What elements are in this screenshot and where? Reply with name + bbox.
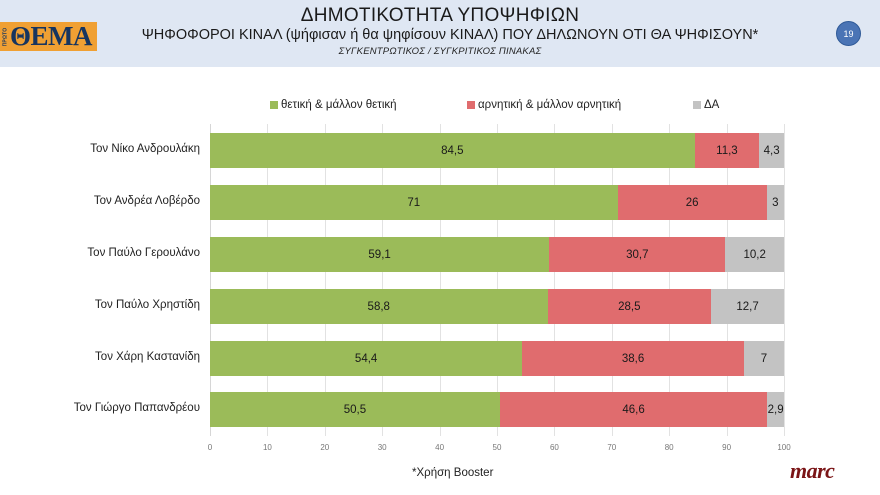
data-label: 10,2: [743, 248, 766, 261]
chart-legend: θετική & μάλλον θετική αρνητική & μάλλον…: [0, 99, 880, 115]
data-label: 11,3: [716, 144, 738, 157]
data-label: 38,6: [621, 352, 645, 365]
legend-item-dont-know: ΔΑ: [693, 99, 719, 111]
legend-label-positive: θετική & μάλλον θετική: [281, 99, 397, 111]
data-label: 58,8: [367, 300, 390, 313]
x-tick-label: 80: [664, 443, 674, 452]
proto-thema-logo: ΠΡΩΤΟ ΘΕΜΑ: [0, 22, 97, 51]
x-tick-label: 0: [207, 443, 213, 452]
x-tick-label: 10: [262, 443, 272, 452]
gridline: [497, 124, 498, 436]
plot-area: 84,5 11,3 4,3 71 26 3 59,1 30,7 10,2 58,8 28,5 12,7…: [210, 124, 785, 436]
bar-row: 58,8 28,5 12,7: [210, 289, 784, 324]
x-tick-label: 50: [492, 443, 502, 452]
data-label: 50,5: [343, 403, 367, 416]
legend-swatch-dont-know: [693, 101, 701, 109]
bar-segment-positive: 59,1: [210, 237, 550, 272]
data-label: 7: [760, 352, 768, 365]
marc-logo: marc: [790, 458, 835, 483]
bar-row: 50,5 46,6 2,9: [210, 392, 784, 427]
bar-segment-negative: 38,6: [522, 341, 744, 376]
legend-label-negative: αρνητική & μάλλον αρνητική: [478, 99, 622, 111]
page-sub-subtitle: ΣΥΓΚΕΝΤΡΩΤΙΚΟΣ / ΣΥΓΚΡΙΤΙΚΟΣ ΠΙΝΑΚΑΣ: [338, 46, 542, 57]
gridline: [611, 124, 613, 436]
bar-row: 54,4 38,6 7: [210, 341, 784, 376]
logo-main-text: ΘΕΜΑ: [10, 21, 93, 51]
bar-segment-dont-know: 3: [766, 185, 784, 220]
x-tick-label: 100: [777, 443, 791, 452]
data-label: 46,6: [622, 403, 645, 416]
page-title: ΔΗΜΟΤΙΚΟΤΗΤΑ ΥΠΟΨΗΦΙΩΝ: [300, 5, 580, 26]
page-subtitle: ΨΗΦΟΦΟΡΟΙ ΚΙΝΑΛ (ψήφισαν ή θα ψηφίσουν Κ…: [141, 27, 759, 43]
x-tick-label: 30: [377, 443, 387, 452]
data-label: 84,5: [441, 144, 464, 157]
gridline: [382, 124, 384, 436]
gridline: [726, 124, 728, 436]
x-tick-label: 40: [435, 443, 445, 452]
x-tick-label: 90: [722, 443, 732, 452]
bar-segment-dont-know: 10,2: [725, 237, 784, 272]
category-label: Τον Παύλο Χρηστίδη: [94, 299, 200, 311]
legend-item-negative: αρνητική & μάλλον αρνητική: [467, 99, 621, 111]
x-tick-label: 20: [320, 443, 330, 452]
x-tick-label: 70: [607, 443, 617, 452]
bar-segment-negative: 11,3: [694, 133, 760, 168]
gridline: [669, 124, 671, 436]
bar-segment-dont-know: 4,3: [759, 133, 784, 168]
gridline: [439, 124, 441, 436]
data-label: 26: [685, 196, 699, 209]
bar-row: 84,5 11,3 4,3: [210, 133, 784, 168]
legend-item-positive: θετική & μάλλον θετική: [270, 99, 397, 111]
bar-segment-positive: 84,5: [210, 133, 695, 168]
bar-segment-positive: 54,4: [210, 341, 523, 376]
category-label: Τον Ανδρέα Λοβέρδο: [93, 195, 200, 207]
legend-swatch-positive: [270, 101, 278, 109]
bar-segment-negative: 30,7: [549, 237, 726, 272]
header-band: [0, 0, 880, 67]
bar-segment-dont-know: 12,7: [711, 289, 784, 324]
x-tick-label: 60: [549, 443, 559, 452]
legend-swatch-negative: [467, 101, 475, 109]
data-label: 28,5: [618, 300, 641, 313]
gridline: [210, 124, 211, 436]
gridline: [267, 124, 269, 436]
category-label: Τον Παύλο Γερουλάνο: [87, 247, 200, 259]
page-number-badge: 19: [836, 21, 861, 46]
category-label: Τον Χάρη Καστανίδη: [95, 351, 200, 363]
data-label: 71: [407, 196, 421, 209]
gridline: [784, 124, 785, 436]
footnote: *Χρήση Booster: [412, 467, 494, 479]
category-label: Τον Νίκο Ανδρουλάκη: [90, 143, 200, 155]
bar-segment-positive: 50,5: [210, 392, 500, 427]
bar-segment-dont-know: 2,9: [767, 392, 784, 427]
data-label: 59,1: [368, 248, 391, 261]
data-label: 30,7: [626, 248, 649, 261]
data-label: 12,7: [736, 300, 759, 313]
category-label: Τον Γιώργο Παπανδρέου: [73, 402, 200, 414]
gridline: [324, 124, 326, 436]
bar-segment-negative: 26: [617, 185, 767, 220]
data-label: 3: [772, 196, 779, 209]
bar-segment-negative: 28,5: [547, 289, 712, 324]
data-label: 2,9: [767, 403, 784, 416]
bar-segment-positive: 71: [210, 185, 618, 220]
gridline: [554, 124, 556, 436]
data-label: 54,4: [354, 352, 378, 365]
data-label: 4,3: [763, 144, 780, 157]
legend-label-dont-know: ΔΑ: [704, 99, 720, 111]
bar-row: 71 26 3: [210, 185, 784, 220]
bar-segment-dont-know: 7: [743, 341, 784, 376]
bar-segment-negative: 46,6: [499, 392, 768, 427]
bar-row: 59,1 30,7 10,2: [210, 237, 784, 272]
bar-segment-positive: 58,8: [210, 289, 548, 324]
